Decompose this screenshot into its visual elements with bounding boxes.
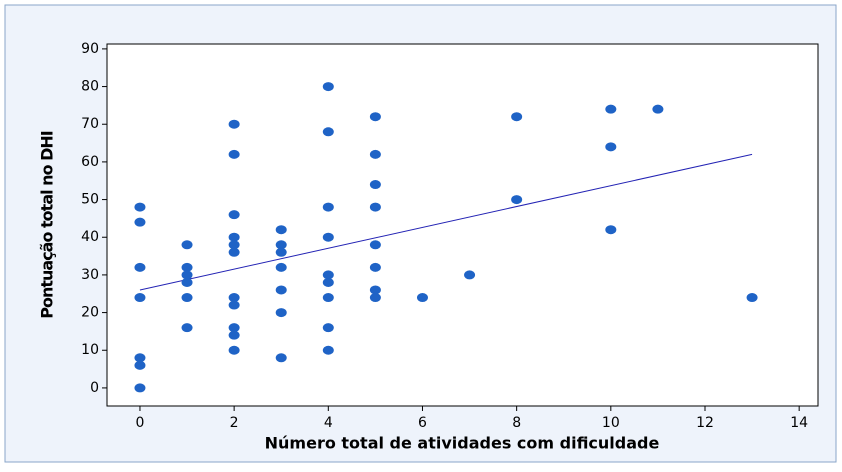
x-tick-label: 10 bbox=[602, 415, 620, 431]
point bbox=[605, 142, 617, 152]
y-tick-label: 50 bbox=[81, 192, 99, 208]
y-tick-label: 70 bbox=[81, 116, 99, 132]
point bbox=[275, 308, 287, 318]
point bbox=[369, 112, 381, 122]
point bbox=[275, 240, 287, 250]
point bbox=[464, 270, 476, 280]
point bbox=[134, 217, 146, 227]
point bbox=[369, 149, 381, 159]
point bbox=[322, 270, 334, 280]
point bbox=[369, 240, 381, 250]
y-tick-label: 80 bbox=[81, 79, 99, 95]
point bbox=[652, 104, 664, 114]
point bbox=[181, 277, 193, 287]
point bbox=[322, 202, 334, 212]
point bbox=[228, 232, 240, 242]
x-tick-label: 6 bbox=[418, 415, 427, 431]
point bbox=[322, 82, 334, 92]
point bbox=[746, 293, 758, 303]
point bbox=[369, 293, 381, 303]
x-axis-label: Número total de atividades com dificulda… bbox=[265, 434, 660, 453]
point bbox=[369, 262, 381, 272]
point bbox=[322, 345, 334, 355]
y-tick-label: 20 bbox=[81, 305, 99, 321]
point bbox=[605, 104, 617, 114]
point bbox=[275, 262, 287, 272]
point bbox=[228, 323, 240, 333]
point bbox=[322, 127, 334, 137]
point bbox=[134, 202, 146, 212]
point bbox=[228, 210, 240, 220]
point bbox=[228, 345, 240, 355]
point bbox=[511, 112, 523, 122]
point bbox=[322, 323, 334, 333]
y-tick-label: 10 bbox=[81, 342, 99, 358]
point bbox=[134, 293, 146, 303]
y-tick-label: 60 bbox=[81, 154, 99, 170]
point bbox=[322, 232, 334, 242]
y-tick-label: 90 bbox=[81, 41, 99, 57]
point bbox=[322, 293, 334, 303]
fit-line bbox=[139, 153, 753, 291]
x-tick-label: 0 bbox=[135, 415, 144, 431]
point bbox=[228, 293, 240, 303]
point bbox=[511, 195, 523, 205]
y-axis-label: Pontuação total no DHI bbox=[38, 131, 57, 319]
point bbox=[134, 262, 146, 272]
point bbox=[275, 353, 287, 363]
point bbox=[369, 180, 381, 190]
point bbox=[181, 262, 193, 272]
point bbox=[275, 247, 287, 257]
y-tick-label: 40 bbox=[81, 229, 99, 245]
x-tick-label: 4 bbox=[324, 415, 333, 431]
x-tick-label: 8 bbox=[512, 415, 521, 431]
point bbox=[275, 225, 287, 235]
point bbox=[416, 293, 428, 303]
y-tick-label: 30 bbox=[81, 267, 99, 283]
point bbox=[228, 247, 240, 257]
point bbox=[228, 240, 240, 250]
point bbox=[181, 270, 193, 280]
plot-area bbox=[106, 43, 819, 407]
x-tick-label: 14 bbox=[790, 415, 808, 431]
point bbox=[228, 330, 240, 340]
point bbox=[322, 277, 334, 287]
point bbox=[181, 240, 193, 250]
point bbox=[181, 323, 193, 333]
point bbox=[275, 285, 287, 295]
x-tick-label: 2 bbox=[230, 415, 239, 431]
point bbox=[134, 360, 146, 370]
point bbox=[228, 119, 240, 129]
point bbox=[134, 353, 146, 363]
point bbox=[134, 383, 146, 393]
point bbox=[228, 149, 240, 159]
point bbox=[228, 300, 240, 310]
x-tick-label: 12 bbox=[696, 415, 714, 431]
point bbox=[369, 285, 381, 295]
point bbox=[369, 202, 381, 212]
point bbox=[181, 293, 193, 303]
y-tick-label: 0 bbox=[90, 380, 99, 396]
point bbox=[605, 225, 617, 235]
